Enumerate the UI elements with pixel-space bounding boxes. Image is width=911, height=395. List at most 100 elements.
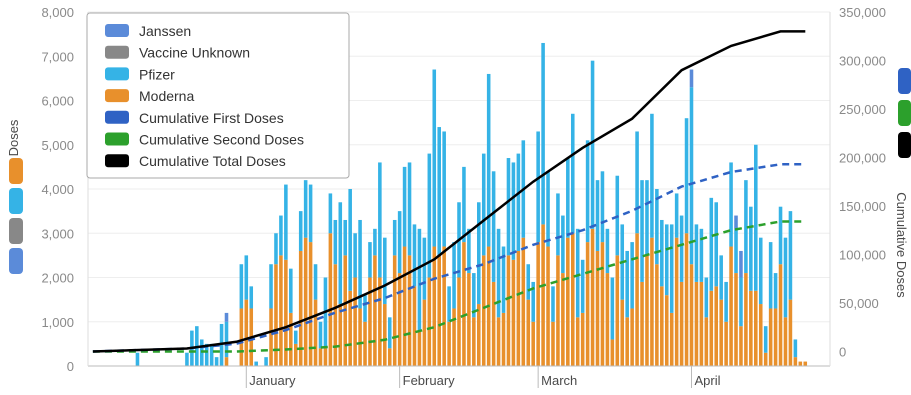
- bar-pfizer: [763, 326, 768, 353]
- bar-moderna: [754, 290, 758, 366]
- bar-pfizer: [407, 162, 412, 256]
- bar-pfizer: [669, 224, 674, 313]
- y-tick-label: 8,000: [41, 5, 74, 20]
- legend-swatch-second: [105, 132, 129, 146]
- bar-moderna: [739, 326, 743, 366]
- bar-moderna: [664, 295, 669, 366]
- bar-pfizer: [556, 193, 560, 256]
- bar-pfizer: [754, 144, 758, 291]
- bar-pfizer: [536, 131, 540, 243]
- bar-pfizer: [209, 343, 214, 366]
- y-tick-label: 2,000: [41, 271, 74, 286]
- bar-moderna: [328, 233, 333, 366]
- bar-moderna: [778, 264, 783, 366]
- bar-pfizer: [491, 171, 496, 282]
- bar-pfizer: [580, 259, 585, 313]
- bar-pfizer: [541, 42, 545, 225]
- bar-pfizer: [486, 73, 491, 247]
- bar-pfizer: [452, 242, 456, 309]
- bar-moderna: [378, 277, 382, 366]
- bar-pfizer: [279, 215, 283, 256]
- bar-moderna: [704, 317, 709, 366]
- bar-moderna: [669, 312, 674, 366]
- bar-moderna: [595, 250, 600, 366]
- left-swatch-unknown: [9, 218, 23, 244]
- bar-pfizer: [709, 197, 714, 291]
- bar-pfizer: [397, 211, 402, 274]
- bar-pfizer: [293, 330, 298, 344]
- bar-pfizer: [664, 224, 669, 296]
- bar-moderna: [719, 299, 723, 366]
- bar-pfizer: [437, 127, 441, 256]
- bar-moderna: [402, 246, 407, 366]
- bar-moderna: [679, 281, 684, 366]
- bar-moderna: [348, 290, 352, 366]
- bar-pfizer: [724, 281, 728, 322]
- legend-swatch-pfizer: [105, 67, 129, 81]
- left-swatch-janssen: [9, 248, 23, 274]
- bar-moderna: [699, 281, 704, 366]
- bar-pfizer: [630, 242, 634, 309]
- bar-pfizer: [348, 189, 352, 291]
- right-swatch-total: [898, 132, 911, 158]
- bar-moderna: [353, 277, 357, 366]
- bar-moderna: [650, 237, 654, 366]
- bar-pfizer: [298, 211, 303, 251]
- bar-pfizer: [333, 219, 338, 265]
- bar-janssen: [734, 215, 738, 229]
- bar-moderna: [763, 352, 768, 366]
- bar-moderna: [630, 308, 634, 366]
- bar-pfizer: [249, 286, 254, 309]
- bar-pfizer: [684, 118, 689, 234]
- bar-pfizer: [719, 255, 723, 300]
- bar-moderna: [694, 281, 699, 366]
- bar-moderna: [373, 255, 377, 366]
- y-tick-label: 6,000: [41, 94, 74, 109]
- axis-ticks-group: 0 1,000 2,000 3,000 4,000 5,000 6,000 7,000 8,00…: [41, 5, 886, 388]
- y-tick-label: 1,000: [41, 315, 74, 330]
- bar-pfizer: [778, 206, 783, 265]
- bar-pfizer: [422, 237, 427, 300]
- bar-moderna: [462, 242, 466, 366]
- bar-moderna: [783, 317, 788, 366]
- bar-moderna: [714, 286, 719, 366]
- bar-moderna: [635, 233, 639, 366]
- bar-pfizer: [338, 202, 343, 305]
- bar-moderna: [363, 321, 367, 366]
- bar-moderna: [511, 259, 516, 366]
- bar-pfizer: [655, 189, 659, 265]
- bar-moderna: [239, 308, 244, 366]
- bar-pfizer: [526, 264, 531, 300]
- legend-box: [86, 12, 350, 179]
- bar-pfizer: [185, 352, 189, 366]
- bar-pfizer: [506, 158, 511, 256]
- bar-moderna: [570, 233, 575, 366]
- bar-moderna: [655, 264, 659, 366]
- bar-moderna: [303, 237, 308, 366]
- bar-moderna: [491, 281, 496, 366]
- legend-swatch-unknown: [105, 45, 129, 59]
- bar-pfizer: [689, 87, 694, 265]
- bar-pfizer: [704, 277, 709, 318]
- bar-pfizer: [645, 180, 649, 256]
- bar-pfizer: [546, 171, 550, 247]
- bar-moderna: [684, 233, 689, 366]
- legend-label-moderna: Moderna: [139, 88, 194, 104]
- legend-label-total: Cumulative Total Doses: [139, 153, 286, 169]
- bar-pfizer: [204, 343, 209, 366]
- bar-pfizer: [303, 180, 308, 238]
- bar-pfizer: [467, 228, 471, 274]
- bar-pfizer: [402, 166, 407, 247]
- bar-pfizer: [758, 237, 763, 305]
- legend-label-janssen: Janssen: [139, 23, 191, 39]
- legend-label-second: Cumulative Second Doses: [139, 132, 304, 148]
- bar-moderna: [298, 250, 303, 366]
- bar-moderna: [551, 321, 555, 366]
- legend-swatch-moderna: [105, 89, 129, 103]
- bar-moderna: [501, 312, 506, 366]
- bar-moderna: [729, 246, 733, 366]
- bar-pfizer: [660, 219, 664, 287]
- bar-pfizer: [551, 286, 555, 322]
- bar-moderna: [412, 286, 417, 366]
